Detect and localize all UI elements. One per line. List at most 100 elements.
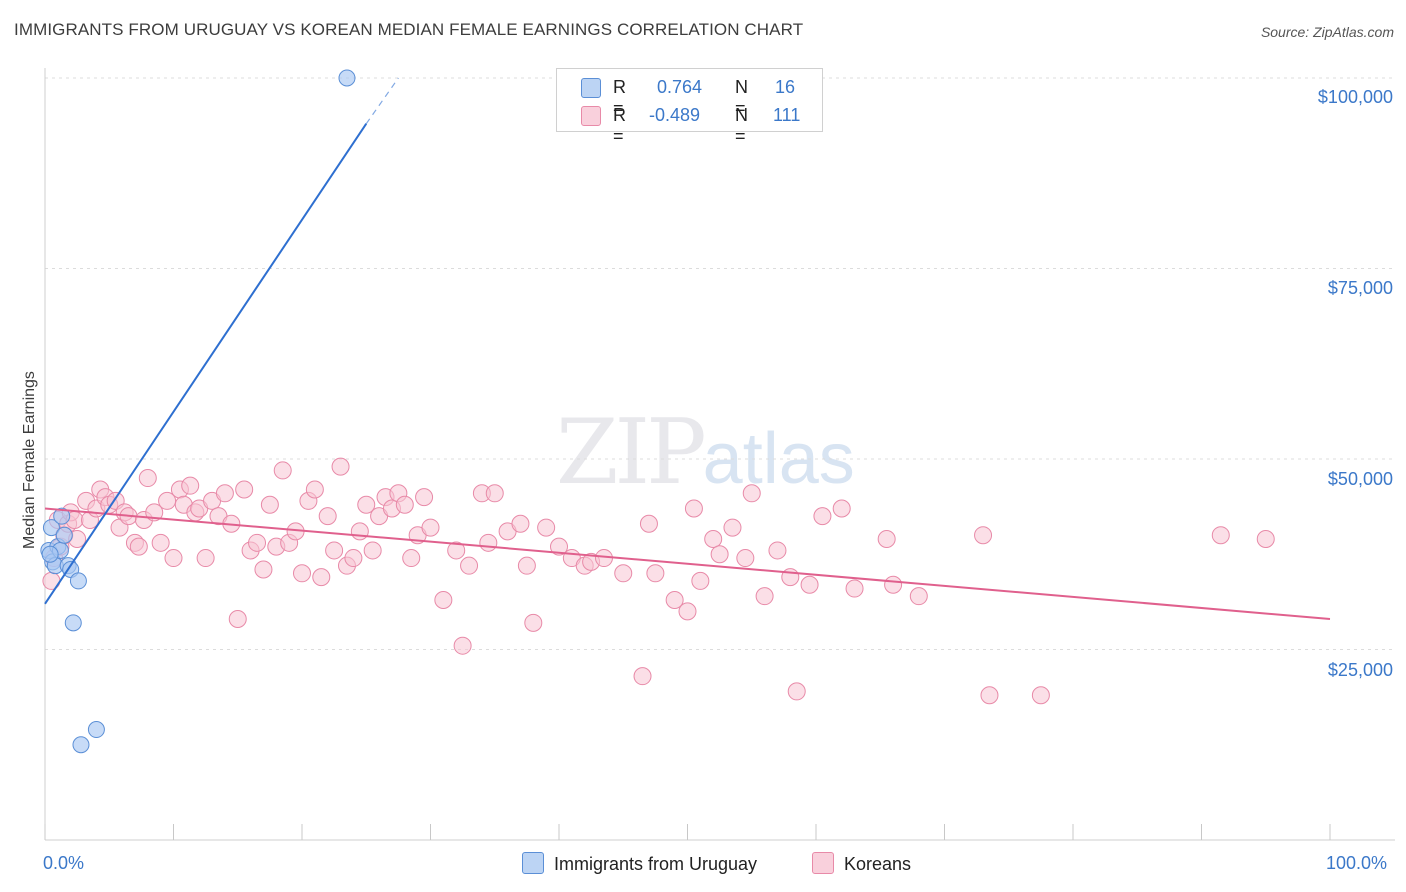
korean-point bbox=[755, 587, 774, 606]
korean-point bbox=[736, 549, 755, 568]
korean-point bbox=[293, 564, 311, 583]
korean-point bbox=[974, 526, 993, 545]
uruguay-point bbox=[64, 614, 82, 632]
uruguay-point bbox=[69, 572, 87, 590]
korean-point bbox=[633, 667, 652, 686]
korean-point bbox=[196, 549, 215, 568]
korean-point bbox=[485, 484, 504, 503]
korean-point bbox=[453, 636, 472, 655]
korean-point bbox=[877, 530, 896, 549]
korean-point bbox=[813, 507, 832, 526]
uruguay-points bbox=[40, 69, 356, 754]
y-tick-label-75000: $75,000 bbox=[1327, 278, 1393, 298]
korean-point bbox=[460, 556, 479, 575]
legend-item-uruguay: Immigrants from Uruguay bbox=[522, 852, 757, 875]
korean-point bbox=[447, 541, 466, 560]
korean-point bbox=[215, 484, 234, 503]
korean-point bbox=[312, 568, 331, 587]
n-label: N = bbox=[735, 105, 748, 146]
korean-point bbox=[511, 514, 530, 533]
korean-point bbox=[273, 461, 292, 480]
correlation-legend: R = 0.764 N = 16 R = -0.489 N = 111 bbox=[556, 68, 823, 146]
korean-point bbox=[228, 610, 247, 629]
korean-trend-line bbox=[44, 507, 1331, 621]
korean-point bbox=[434, 590, 453, 609]
korean-point bbox=[350, 522, 369, 541]
korean-point bbox=[1211, 526, 1230, 545]
korean-point bbox=[614, 564, 633, 583]
korean-point bbox=[254, 560, 273, 579]
korean-point bbox=[704, 530, 723, 549]
uruguay-point bbox=[72, 736, 90, 754]
korean-point bbox=[305, 480, 324, 499]
uruguay-point bbox=[55, 526, 73, 544]
korean-point bbox=[395, 495, 414, 514]
x-tick-label-min: 0.0% bbox=[43, 853, 85, 873]
korean-point bbox=[331, 457, 350, 476]
korean-point bbox=[524, 613, 543, 632]
korean-point bbox=[138, 469, 157, 488]
n-value: 16 bbox=[775, 77, 796, 97]
uruguay-legend-label: Immigrants from Uruguay bbox=[554, 854, 758, 874]
korean-point bbox=[787, 682, 806, 701]
korean-point bbox=[1256, 530, 1275, 549]
korean-point bbox=[742, 484, 761, 503]
korean-point bbox=[1031, 686, 1050, 705]
korean-point bbox=[537, 518, 556, 537]
n-label: N = bbox=[735, 77, 748, 118]
korean-point bbox=[479, 533, 498, 552]
source-label: Source: ZipAtlas.com bbox=[1260, 24, 1394, 40]
y-tick-label-25000: $25,000 bbox=[1327, 660, 1393, 680]
chart-title: IMMIGRANTS FROM URUGUAY VS KOREAN MEDIAN… bbox=[14, 20, 804, 39]
uruguay-trend-extension bbox=[365, 77, 399, 125]
korean-points bbox=[42, 457, 1275, 705]
korean-point bbox=[260, 495, 279, 514]
korean-point bbox=[691, 571, 710, 590]
uruguay-point bbox=[338, 69, 356, 87]
korean-point bbox=[151, 533, 170, 552]
r-label: R = bbox=[613, 77, 626, 118]
r-value: -0.489 bbox=[649, 105, 701, 125]
y-tick-label-50000: $50,000 bbox=[1327, 469, 1393, 489]
korean-point bbox=[768, 541, 787, 560]
trend-lines bbox=[44, 77, 1331, 621]
korean-point bbox=[909, 587, 928, 606]
uruguay-point bbox=[41, 545, 59, 563]
x-tick-label-max: 100.0% bbox=[1326, 853, 1388, 873]
korean-point bbox=[980, 686, 999, 705]
r-label: R = bbox=[613, 105, 626, 146]
n-value: 111 bbox=[773, 105, 801, 125]
korean-point bbox=[415, 488, 434, 507]
watermark-zip: ZIP bbox=[556, 400, 707, 505]
uruguay-point bbox=[53, 507, 71, 525]
legend-item-korean: Koreans bbox=[812, 852, 911, 875]
korean-point bbox=[723, 518, 742, 537]
korean-point bbox=[248, 533, 267, 552]
korean-point bbox=[344, 549, 363, 568]
korean-point bbox=[158, 491, 177, 510]
uruguay-legend-swatch bbox=[522, 852, 544, 874]
korean-point bbox=[884, 575, 903, 594]
korean-point bbox=[363, 541, 382, 560]
korean-point bbox=[550, 537, 568, 556]
korean-point bbox=[421, 518, 440, 537]
korean-point bbox=[832, 499, 851, 518]
korean-point bbox=[517, 556, 536, 575]
korean-point bbox=[325, 541, 344, 560]
korean-point bbox=[710, 545, 729, 564]
korean-point bbox=[678, 602, 697, 621]
korean-point bbox=[684, 499, 703, 518]
korean-point bbox=[318, 507, 337, 526]
korean-point bbox=[181, 476, 200, 495]
gridlines bbox=[45, 77, 1395, 650]
uruguay-swatch bbox=[581, 78, 601, 98]
korean-legend-label: Koreans bbox=[844, 854, 912, 874]
korean-point bbox=[164, 549, 183, 568]
korean-point bbox=[665, 590, 684, 609]
korean-point bbox=[845, 579, 864, 598]
korean-point bbox=[646, 564, 665, 583]
korean-point bbox=[402, 549, 421, 568]
y-tick-label-100000: $100,000 bbox=[1317, 87, 1393, 107]
korean-legend-swatch bbox=[812, 852, 834, 874]
